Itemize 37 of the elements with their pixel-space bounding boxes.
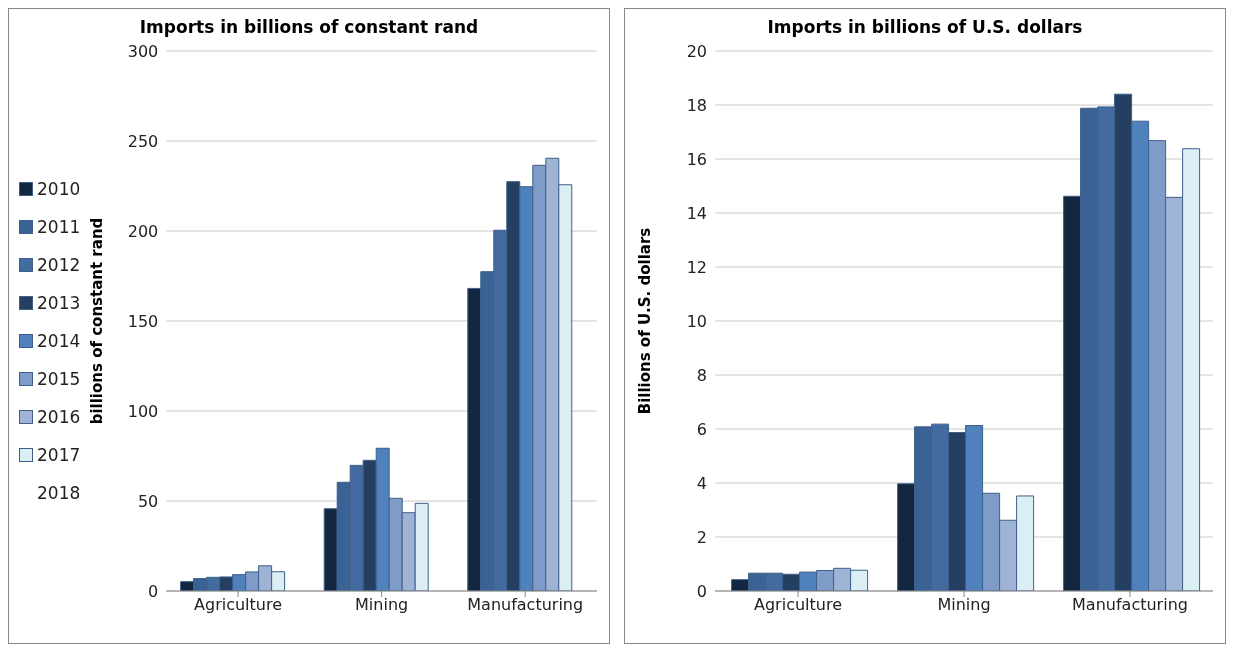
x-tick-label: Mining (355, 595, 409, 615)
y-tick-label: 250 (127, 131, 159, 151)
text: 2018 (37, 483, 81, 503)
y-tick-label: 100 (127, 401, 159, 421)
legend-label: 2013 (37, 293, 81, 313)
x-tick-label: Manufacturing (1072, 595, 1188, 615)
y-tick-label: 8 (696, 365, 707, 385)
legend-label: 2015 (37, 369, 81, 389)
legend-label: 2014 (37, 331, 81, 351)
y-tick-label: 2 (696, 527, 707, 547)
y-tick-label: 0 (696, 581, 707, 601)
chart-title: Imports in billions of constant rand (138, 17, 480, 39)
y-tick-label: 14 (686, 203, 707, 223)
y-tick-label: 10 (686, 311, 707, 331)
y-tick-label: 150 (127, 311, 159, 331)
legend-label: 2012 (37, 255, 81, 275)
y-tick-label: 4 (696, 473, 707, 493)
x-tick-label: Agriculture (194, 595, 283, 615)
y-tick-label: 6 (696, 419, 707, 439)
y-tick-label: 50 (137, 491, 159, 511)
legend-label: 2011 (37, 217, 81, 237)
y-axis-title: Billions of U.S. dollars (636, 227, 655, 415)
chart-title: Imports in billions of U.S. dollars (766, 17, 1084, 39)
x-tick-label: Agriculture (754, 595, 842, 615)
y-tick-label: 18 (686, 95, 707, 115)
y-tick-label: 0 (148, 581, 159, 601)
y-tick-label: 300 (127, 41, 159, 61)
y-axis-title: billions of constant rand (87, 217, 106, 425)
x-tick-label: Manufacturing (467, 595, 584, 615)
y-tick-label: 16 (686, 149, 707, 169)
y-tick-label: 200 (127, 221, 159, 241)
legend-label: 2010 (37, 179, 81, 199)
y-tick-label: 12 (686, 257, 707, 277)
y-tick-label: 20 (686, 41, 707, 61)
x-tick-label: Mining (937, 595, 991, 615)
legend-label: 2016 (37, 407, 81, 427)
legend-label: 2017 (37, 445, 81, 465)
